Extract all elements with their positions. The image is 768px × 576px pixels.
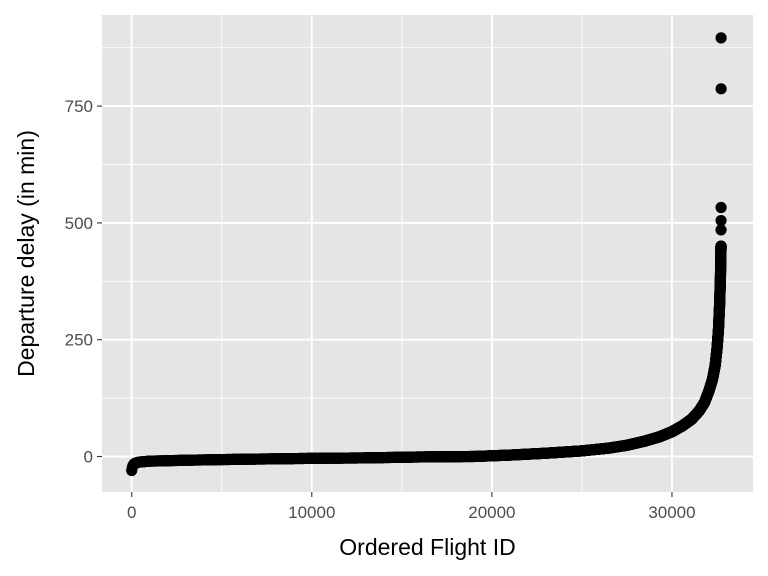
y-tick-label: 750 (65, 97, 93, 116)
outlier-point (715, 83, 727, 95)
x-tick-labels: 0 10000 20000 30000 (127, 503, 696, 522)
minor-gridlines (102, 15, 763, 492)
x-axis-title: Ordered Flight ID (339, 534, 515, 560)
y-tick-label: 500 (65, 214, 93, 233)
y-tick-label: 250 (65, 331, 93, 350)
y-tick-label: 0 (84, 447, 93, 466)
data-point (715, 240, 727, 252)
outlier-point (715, 214, 727, 227)
y-axis-title: Departure delay (in min) (13, 130, 39, 377)
x-tick-label: 30000 (648, 503, 695, 522)
x-tick-label: 20000 (468, 503, 515, 522)
data-points (126, 32, 727, 477)
outlier-point (715, 201, 727, 214)
x-tick-label: 10000 (288, 503, 335, 522)
x-tick-label: 0 (127, 503, 136, 522)
outlier-point (715, 32, 727, 44)
y-tick-labels: 0 250 500 750 (65, 97, 93, 466)
outlier-point (715, 224, 727, 236)
plot-panel (102, 15, 753, 492)
axis-ticks (97, 105, 673, 497)
